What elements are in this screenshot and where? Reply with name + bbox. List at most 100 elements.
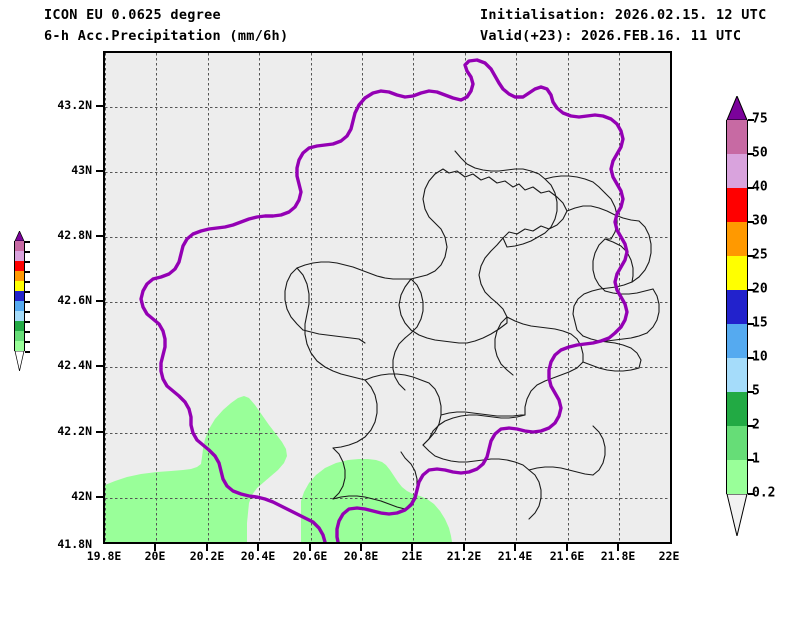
admin-line-36: [592, 425, 606, 476]
colorbar-label-5: 5: [752, 383, 760, 399]
mini-colorbar-band-50: [14, 241, 25, 251]
mini-colorbar-band-30: [14, 261, 25, 271]
x-tick-label-21.4E: 21.4E: [497, 549, 533, 563]
mini-colorbar-tick-5: [25, 321, 30, 323]
gridline-v-21.2E: [465, 53, 466, 542]
gridline-v-20E: [156, 53, 157, 542]
colorbar-label-0.2: 0.2: [752, 485, 776, 501]
colorbar-tick-5: [748, 391, 754, 393]
colorbar-band-30[interactable]: [726, 188, 748, 222]
x-tick-label-22E: 22E: [658, 549, 680, 563]
mini-colorbar-tick-20: [25, 291, 30, 293]
colorbar-label-25: 25: [752, 247, 768, 263]
gridline-v-20.2E: [208, 53, 209, 542]
admin-line-39: [302, 329, 366, 344]
colorbar-label-50: 50: [752, 145, 768, 161]
admin-line-7: [332, 379, 378, 449]
x-tickmark-20.4E: [257, 544, 259, 551]
mini-colorbar-band-20: [14, 281, 25, 291]
mini-colorbar-band-15: [14, 291, 25, 301]
colorbar-band-50[interactable]: [726, 120, 748, 154]
admin-line-27: [592, 238, 606, 292]
admin-line-21: [332, 447, 346, 500]
admin-line-19: [528, 469, 542, 520]
admin-line-5: [296, 267, 366, 381]
valid-time-label: Valid(+23): 2026.FEB.16. 11 UTC: [480, 28, 742, 44]
y-tickmark-42N: [96, 496, 103, 498]
colorbar-band-15[interactable]: [726, 290, 748, 324]
colorbar-band-1[interactable]: [726, 426, 748, 460]
colorbar-legend[interactable]: [726, 96, 748, 536]
colorbar-band-2[interactable]: [726, 392, 748, 426]
colorbar-band-0.2[interactable]: [726, 460, 748, 494]
mini-colorbar-tick-50: [25, 251, 30, 253]
x-tick-label-20E: 20E: [144, 549, 166, 563]
colorbar-legend-mini: [14, 231, 25, 371]
x-tickmark-21.8E: [617, 544, 619, 551]
gridline-v-21E: [413, 53, 414, 542]
x-tick-label-19.8E: 19.8E: [86, 549, 122, 563]
colorbar-label-20: 20: [752, 281, 768, 297]
x-tick-label-21.6E: 21.6E: [549, 549, 585, 563]
gridline-h-42.4N: [105, 367, 670, 368]
colorbar-cap-below-min: [726, 494, 748, 536]
x-tickmark-20.8E: [360, 544, 362, 551]
x-tick-label-20.8E: 20.8E: [343, 549, 379, 563]
admin-line-16: [454, 150, 546, 180]
kosovo-border: [335, 58, 629, 542]
x-tick-label-20.2E: 20.2E: [189, 549, 225, 563]
mini-colorbar-band-0.2: [14, 341, 25, 351]
admin-line-13: [566, 205, 640, 222]
mini-colorbar-band-40: [14, 251, 25, 261]
colorbar-band-10[interactable]: [726, 324, 748, 358]
colorbar-band-20[interactable]: [726, 256, 748, 290]
x-tickmark-21.6E: [566, 544, 568, 551]
colorbar-tick-1: [748, 459, 754, 461]
mini-colorbar-cap-below-min: [14, 351, 25, 371]
admin-line-40: [392, 337, 406, 391]
parameter-title: 6-h Acc.Precipitation (mm/6h): [44, 28, 289, 44]
admin-line-23: [404, 278, 424, 339]
admin-line-33: [332, 495, 406, 510]
kosovo-border-west: [139, 96, 367, 542]
gridline-h-42.8N: [105, 237, 670, 238]
mini-colorbar-band-25: [14, 271, 25, 281]
admin-line-4: [398, 278, 508, 344]
admin-line-35: [422, 424, 440, 446]
colorbar-band-5[interactable]: [726, 358, 748, 392]
y-tick-label-42.8N: 42.8N: [57, 228, 92, 242]
colorbar-band-40[interactable]: [726, 154, 748, 188]
mini-colorbar-tick-15: [25, 301, 30, 303]
x-tickmark-21.2E: [463, 544, 465, 551]
y-tick-label-42.6N: 42.6N: [57, 293, 92, 307]
gridline-h-43N: [105, 172, 670, 173]
mini-colorbar-cap-above-max: [14, 231, 25, 241]
x-tick-label-20.6E: 20.6E: [292, 549, 328, 563]
colorbar-tick-75: [748, 119, 754, 121]
precip-patch-southwest: [105, 396, 287, 542]
colorbar-cap-above-max: [726, 96, 748, 120]
admin-line-20: [528, 466, 594, 476]
map-plot-area[interactable]: [103, 51, 672, 544]
model-title: ICON EU 0.0625 degree: [44, 7, 221, 23]
admin-line-26: [604, 238, 634, 283]
colorbar-label-1: 1: [752, 451, 760, 467]
map-canvas: [105, 53, 670, 542]
colorbar-label-2: 2: [752, 417, 760, 433]
colorbar-tick-15: [748, 323, 754, 325]
x-tick-label-21E: 21E: [401, 549, 423, 563]
admin-line-37: [502, 236, 539, 248]
y-tick-label-42.4N: 42.4N: [57, 358, 92, 372]
admin-line-1: [434, 168, 568, 239]
admin-line-24: [494, 316, 514, 376]
colorbar-band-25[interactable]: [726, 222, 748, 256]
mini-colorbar-tick-30: [25, 271, 30, 273]
gridline-h-43.2N: [105, 107, 670, 108]
admin-line-11: [438, 414, 526, 426]
colorbar-label-15: 15: [752, 315, 768, 331]
gridline-v-21.4E: [516, 53, 517, 542]
gridline-h-42N: [105, 498, 670, 499]
mini-colorbar-tick-1: [25, 341, 30, 343]
mini-colorbar-band-1: [14, 331, 25, 341]
colorbar-tick-40: [748, 187, 754, 189]
